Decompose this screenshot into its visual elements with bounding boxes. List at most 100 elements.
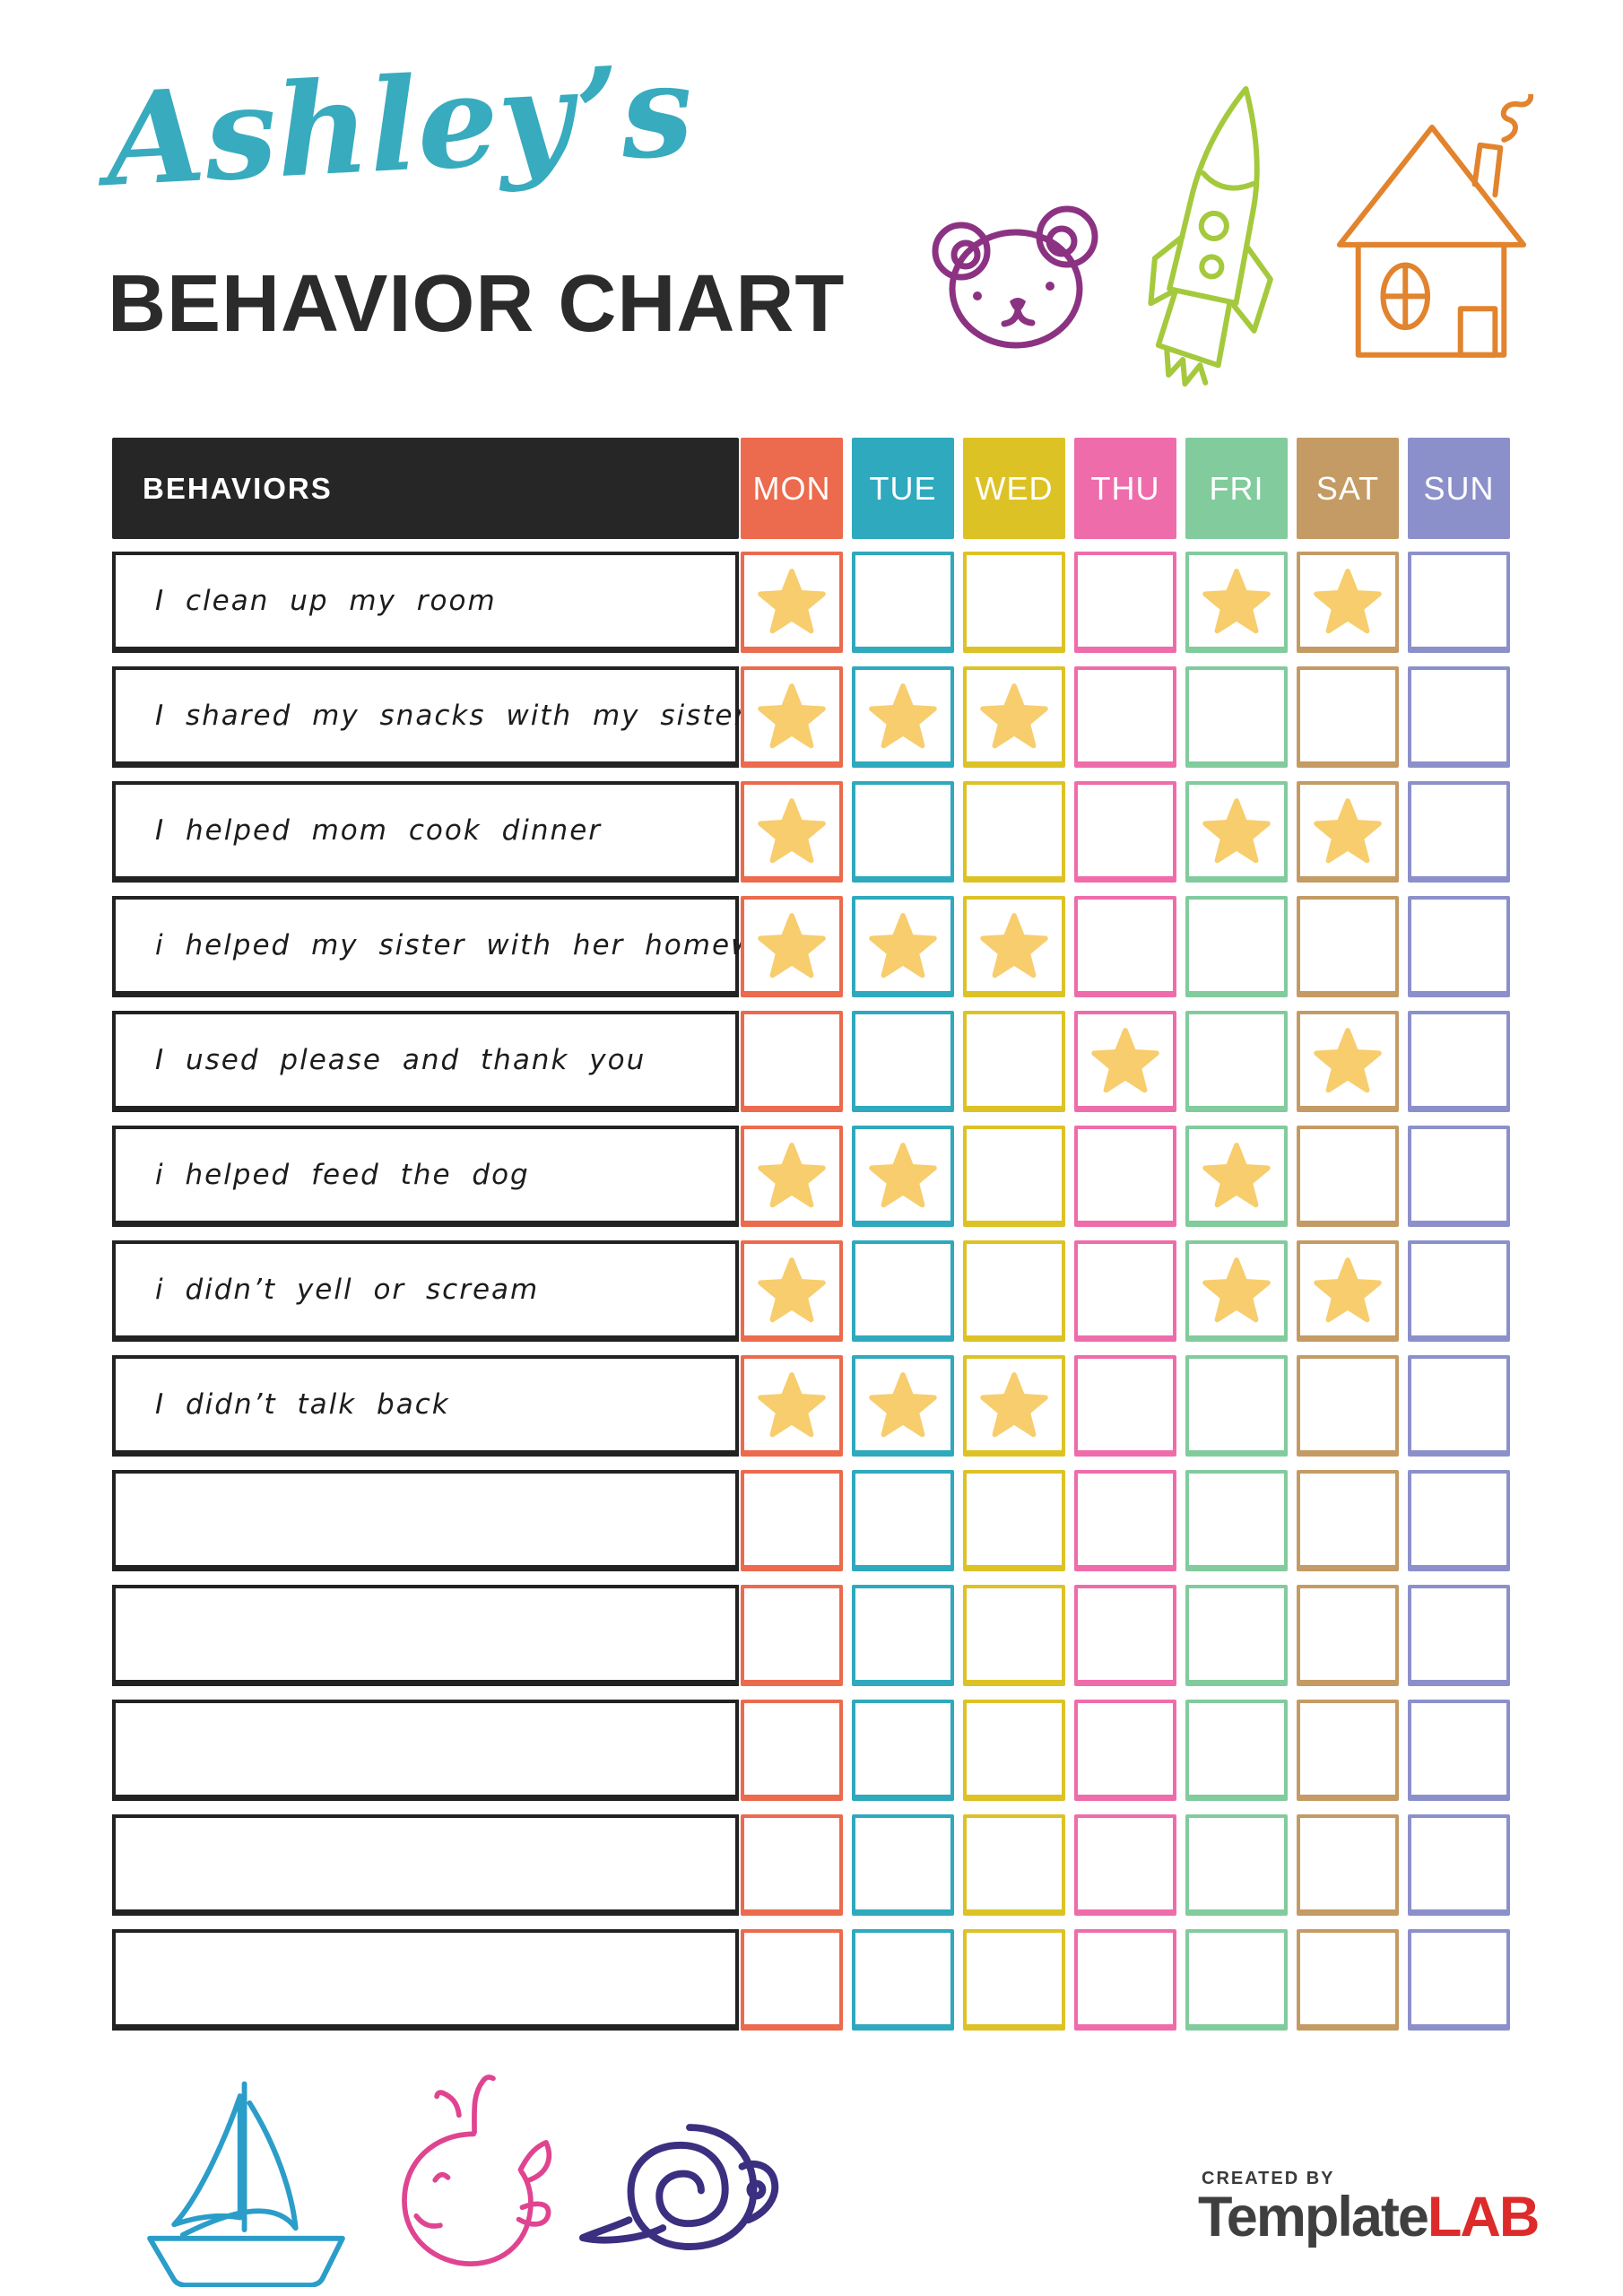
day-cell-row11-sat[interactable] xyxy=(1297,1700,1399,1801)
day-cell-row12-tue[interactable] xyxy=(852,1814,954,1916)
day-cell-row7-sat[interactable] xyxy=(1297,1240,1399,1342)
day-cell-row2-thu[interactable] xyxy=(1074,666,1176,768)
day-cell-row4-mon[interactable] xyxy=(741,896,843,997)
behavior-row-12-label-box[interactable] xyxy=(112,1814,739,1916)
behavior-row-5-label-box[interactable]: I used please and thank you xyxy=(112,1011,739,1112)
day-cell-row9-wed[interactable] xyxy=(963,1470,1065,1571)
day-cell-row13-fri[interactable] xyxy=(1185,1929,1288,2031)
day-cell-row9-mon[interactable] xyxy=(741,1470,843,1571)
day-cell-row12-sun[interactable] xyxy=(1408,1814,1510,1916)
day-cell-row11-fri[interactable] xyxy=(1185,1700,1288,1801)
day-cell-row1-thu[interactable] xyxy=(1074,552,1176,653)
day-cell-row8-wed[interactable] xyxy=(963,1355,1065,1457)
behavior-row-11-label-box[interactable] xyxy=(112,1700,739,1801)
behavior-row-4-label-box[interactable]: i helped my sister with her homework xyxy=(112,896,803,997)
day-cell-row11-wed[interactable] xyxy=(963,1700,1065,1801)
day-cell-row12-thu[interactable] xyxy=(1074,1814,1176,1916)
day-cell-row6-tue[interactable] xyxy=(852,1126,954,1227)
day-cell-row2-sun[interactable] xyxy=(1408,666,1510,768)
day-cell-row3-thu[interactable] xyxy=(1074,781,1176,883)
day-cell-row2-wed[interactable] xyxy=(963,666,1065,768)
day-cell-row9-thu[interactable] xyxy=(1074,1470,1176,1571)
day-cell-row6-fri[interactable] xyxy=(1185,1126,1288,1227)
day-cell-row3-tue[interactable] xyxy=(852,781,954,883)
day-cell-row5-fri[interactable] xyxy=(1185,1011,1288,1112)
day-cell-row13-thu[interactable] xyxy=(1074,1929,1176,2031)
day-cell-row10-fri[interactable] xyxy=(1185,1585,1288,1686)
behavior-row-7-label-box[interactable]: i didn’t yell or scream xyxy=(112,1240,739,1342)
day-cell-row3-fri[interactable] xyxy=(1185,781,1288,883)
day-cell-row1-tue[interactable] xyxy=(852,552,954,653)
day-cell-row1-wed[interactable] xyxy=(963,552,1065,653)
day-cell-row11-tue[interactable] xyxy=(852,1700,954,1801)
day-cell-row4-fri[interactable] xyxy=(1185,896,1288,997)
day-cell-row8-tue[interactable] xyxy=(852,1355,954,1457)
day-cell-row12-mon[interactable] xyxy=(741,1814,843,1916)
day-cell-row5-mon[interactable] xyxy=(741,1011,843,1112)
day-cell-row10-tue[interactable] xyxy=(852,1585,954,1686)
day-cell-row8-fri[interactable] xyxy=(1185,1355,1288,1457)
day-cell-row9-fri[interactable] xyxy=(1185,1470,1288,1571)
day-cell-row13-sun[interactable] xyxy=(1408,1929,1510,2031)
day-cell-row2-mon[interactable] xyxy=(741,666,843,768)
day-cell-row7-tue[interactable] xyxy=(852,1240,954,1342)
day-cell-row13-mon[interactable] xyxy=(741,1929,843,2031)
day-cell-row11-mon[interactable] xyxy=(741,1700,843,1801)
behavior-row-13-label-box[interactable] xyxy=(112,1929,739,2031)
day-cell-row6-sun[interactable] xyxy=(1408,1126,1510,1227)
day-cell-row3-sat[interactable] xyxy=(1297,781,1399,883)
day-cell-row6-mon[interactable] xyxy=(741,1126,843,1227)
day-cell-row7-fri[interactable] xyxy=(1185,1240,1288,1342)
day-cell-row7-thu[interactable] xyxy=(1074,1240,1176,1342)
day-cell-row3-wed[interactable] xyxy=(963,781,1065,883)
day-cell-row2-sat[interactable] xyxy=(1297,666,1399,768)
behavior-row-3-label-box[interactable]: I helped mom cook dinner xyxy=(112,781,739,883)
day-cell-row13-sat[interactable] xyxy=(1297,1929,1399,2031)
behavior-row-2-label-box[interactable]: I shared my snacks with my sister xyxy=(112,666,745,768)
day-cell-row4-tue[interactable] xyxy=(852,896,954,997)
day-cell-row10-sun[interactable] xyxy=(1408,1585,1510,1686)
day-cell-row4-sat[interactable] xyxy=(1297,896,1399,997)
day-cell-row6-sat[interactable] xyxy=(1297,1126,1399,1227)
day-cell-row3-sun[interactable] xyxy=(1408,781,1510,883)
day-cell-row10-sat[interactable] xyxy=(1297,1585,1399,1686)
day-cell-row11-thu[interactable] xyxy=(1074,1700,1176,1801)
behavior-row-8-label-box[interactable]: I didn’t talk back xyxy=(112,1355,739,1457)
day-cell-row10-wed[interactable] xyxy=(963,1585,1065,1686)
day-cell-row8-sun[interactable] xyxy=(1408,1355,1510,1457)
day-cell-row4-wed[interactable] xyxy=(963,896,1065,997)
day-cell-row7-sun[interactable] xyxy=(1408,1240,1510,1342)
day-cell-row13-tue[interactable] xyxy=(852,1929,954,2031)
day-cell-row9-sat[interactable] xyxy=(1297,1470,1399,1571)
day-cell-row1-mon[interactable] xyxy=(741,552,843,653)
day-cell-row12-wed[interactable] xyxy=(963,1814,1065,1916)
behavior-row-9-label-box[interactable] xyxy=(112,1470,739,1571)
day-cell-row7-wed[interactable] xyxy=(963,1240,1065,1342)
day-cell-row9-sun[interactable] xyxy=(1408,1470,1510,1571)
day-cell-row10-mon[interactable] xyxy=(741,1585,843,1686)
day-cell-row5-sun[interactable] xyxy=(1408,1011,1510,1112)
day-cell-row5-wed[interactable] xyxy=(963,1011,1065,1112)
day-cell-row3-mon[interactable] xyxy=(741,781,843,883)
day-cell-row13-wed[interactable] xyxy=(963,1929,1065,2031)
day-cell-row11-sun[interactable] xyxy=(1408,1700,1510,1801)
day-cell-row12-sat[interactable] xyxy=(1297,1814,1399,1916)
behavior-row-6-label-box[interactable]: i helped feed the dog xyxy=(112,1126,739,1227)
day-cell-row4-sun[interactable] xyxy=(1408,896,1510,997)
day-cell-row6-thu[interactable] xyxy=(1074,1126,1176,1227)
day-cell-row1-sun[interactable] xyxy=(1408,552,1510,653)
day-cell-row4-thu[interactable] xyxy=(1074,896,1176,997)
day-cell-row6-wed[interactable] xyxy=(963,1126,1065,1227)
day-cell-row8-thu[interactable] xyxy=(1074,1355,1176,1457)
behavior-row-10-label-box[interactable] xyxy=(112,1585,739,1686)
day-cell-row8-mon[interactable] xyxy=(741,1355,843,1457)
day-cell-row2-tue[interactable] xyxy=(852,666,954,768)
day-cell-row5-sat[interactable] xyxy=(1297,1011,1399,1112)
day-cell-row1-sat[interactable] xyxy=(1297,552,1399,653)
day-cell-row12-fri[interactable] xyxy=(1185,1814,1288,1916)
day-cell-row1-fri[interactable] xyxy=(1185,552,1288,653)
day-cell-row5-thu[interactable] xyxy=(1074,1011,1176,1112)
day-cell-row8-sat[interactable] xyxy=(1297,1355,1399,1457)
day-cell-row10-thu[interactable] xyxy=(1074,1585,1176,1686)
behavior-row-1-label-box[interactable]: I clean up my room xyxy=(112,552,739,653)
